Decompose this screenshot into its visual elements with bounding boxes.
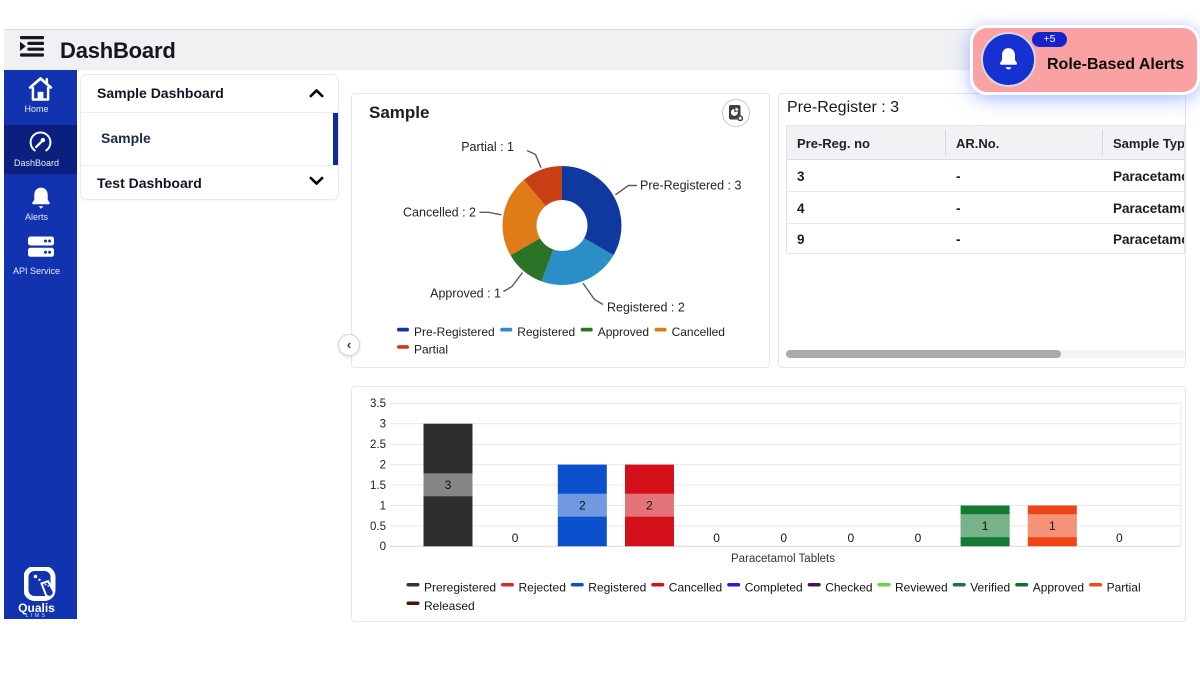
svg-text:Paracetamol Tablets: Paracetamol Tablets xyxy=(731,553,835,565)
svg-text:Pre-Registered: Pre-Registered xyxy=(414,325,495,339)
svg-text:Cancelled : 2: Cancelled : 2 xyxy=(403,205,476,219)
svg-text:0: 0 xyxy=(1116,531,1123,545)
svg-text:Approved: Approved xyxy=(1033,580,1084,594)
svg-text:1: 1 xyxy=(1049,519,1056,533)
svg-text:Registered : 2: Registered : 2 xyxy=(607,301,685,315)
svg-text:0: 0 xyxy=(848,531,855,545)
svg-text:1: 1 xyxy=(380,501,386,513)
svg-text:Registered: Registered xyxy=(588,580,646,594)
svg-text:Approved : 1: Approved : 1 xyxy=(430,287,501,301)
svg-text:Completed: Completed xyxy=(745,580,803,594)
svg-text:2: 2 xyxy=(380,460,386,472)
svg-text:Checked: Checked xyxy=(825,580,872,594)
svg-text:0: 0 xyxy=(915,531,922,545)
svg-text:Cancelled: Cancelled xyxy=(669,580,722,594)
svg-text:Partial: Partial xyxy=(414,342,448,356)
svg-text:3: 3 xyxy=(380,419,386,431)
svg-text:2: 2 xyxy=(646,498,653,512)
svg-text:1.5: 1.5 xyxy=(370,480,386,492)
svg-text:2: 2 xyxy=(579,498,586,512)
svg-text:Approved: Approved xyxy=(598,325,649,339)
svg-text:2.5: 2.5 xyxy=(370,439,386,451)
svg-text:Pre-Registered : 3: Pre-Registered : 3 xyxy=(640,179,741,193)
svg-text:0: 0 xyxy=(512,531,519,545)
svg-text:Released: Released xyxy=(424,599,475,613)
svg-text:Registered: Registered xyxy=(517,325,575,339)
svg-text:3.5: 3.5 xyxy=(370,398,386,410)
svg-text:0: 0 xyxy=(780,531,787,545)
svg-text:Cancelled: Cancelled xyxy=(672,325,725,339)
svg-text:Partial: Partial xyxy=(1107,580,1141,594)
svg-text:Partial : 1: Partial : 1 xyxy=(461,140,514,154)
svg-text:0: 0 xyxy=(380,541,386,553)
svg-text:Verified: Verified xyxy=(970,580,1010,594)
svg-text:3: 3 xyxy=(445,478,452,492)
svg-text:1: 1 xyxy=(982,519,989,533)
svg-text:0.5: 0.5 xyxy=(370,521,386,533)
svg-text:Reviewed: Reviewed xyxy=(895,580,948,594)
svg-text:Rejected: Rejected xyxy=(519,580,566,594)
svg-text:Preregistered: Preregistered xyxy=(424,580,496,594)
svg-text:0: 0 xyxy=(713,531,720,545)
